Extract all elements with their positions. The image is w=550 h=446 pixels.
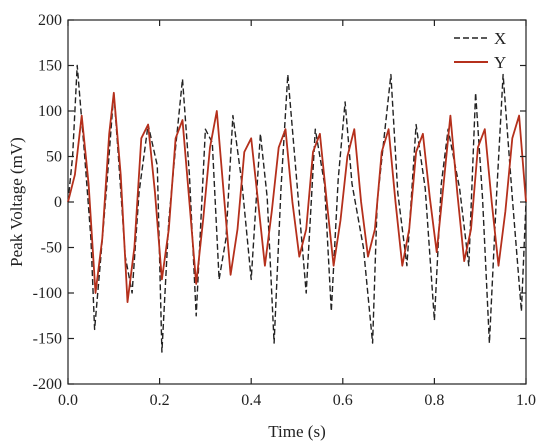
x-tick-label: 0.0 (58, 392, 78, 409)
legend-label-x: X (494, 29, 506, 48)
x-tick-label: 0.8 (424, 392, 444, 409)
y-tick-label: 0 (54, 194, 62, 211)
legend: XY (454, 29, 506, 72)
series-line-y (67, 91, 527, 304)
y-tick-label: -100 (33, 285, 62, 302)
legend-label-y: Y (494, 53, 506, 72)
ticks-layer: 0.0 0.2 0.4 0.6 0.8 1.0 -200 -150 -100 -50 0 50 100 1… (33, 12, 536, 409)
series-line-x (67, 64, 527, 353)
x-tick-label: 0.6 (333, 392, 353, 409)
y-tick-label: -150 (33, 331, 62, 348)
y-axis-title: Peak Voltage (mV) (7, 137, 26, 267)
y-tick-label: 150 (38, 58, 62, 75)
y-tick-label: -50 (41, 240, 62, 257)
y-tick-label: -200 (33, 376, 62, 393)
y-tick-label: 200 (38, 12, 62, 29)
x-tick-label: 0.4 (241, 392, 261, 409)
y-tick-label: 100 (38, 103, 62, 120)
series-layer (67, 64, 527, 353)
plot-area: 0.0 0.2 0.4 0.6 0.8 1.0 -200 -150 -100 -50 0 50 100 1… (33, 12, 536, 409)
y-tick-label: 50 (46, 149, 62, 166)
x-tick-label: 0.2 (150, 392, 170, 409)
x-tick-label: 1.0 (516, 392, 536, 409)
x-axis-title: Time (s) (268, 422, 325, 441)
